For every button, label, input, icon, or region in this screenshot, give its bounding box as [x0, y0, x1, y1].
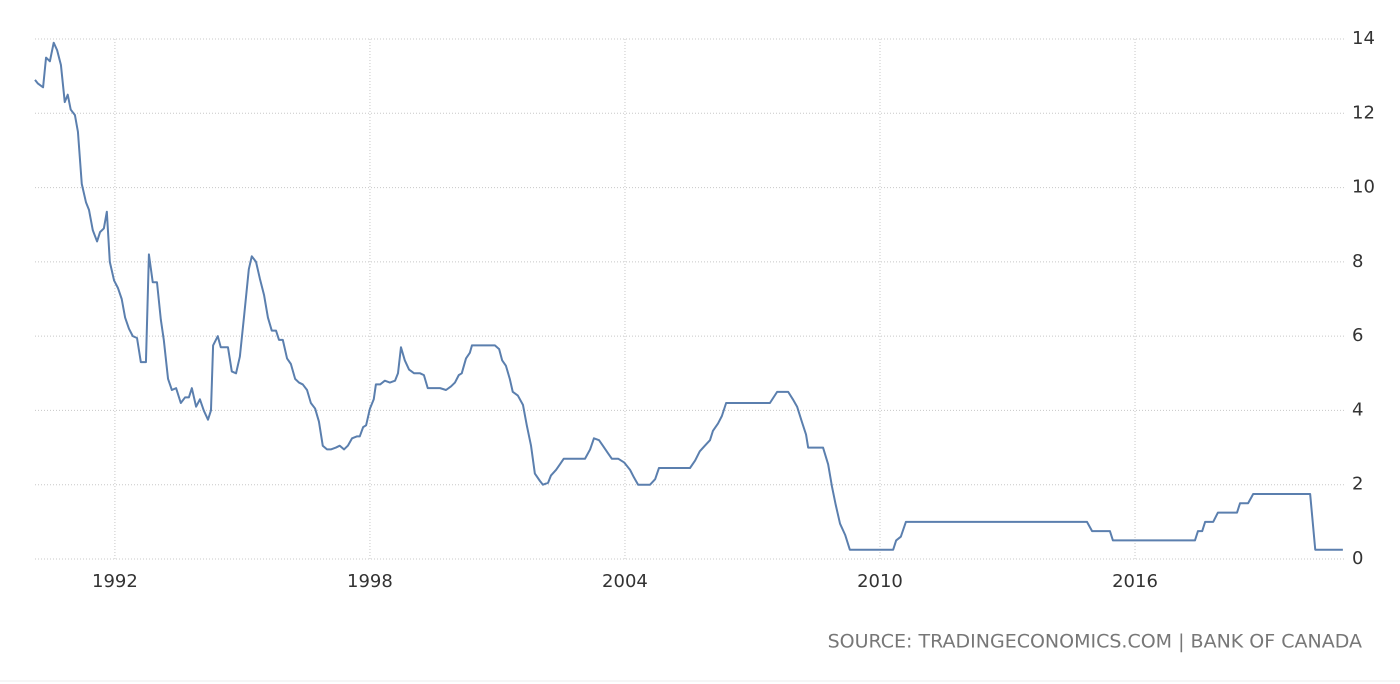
x-tick-label: 2010 — [857, 571, 903, 592]
y-tick-label: 2 — [1352, 474, 1363, 495]
y-tick-label: 12 — [1352, 102, 1375, 123]
x-tick-label: 2004 — [602, 571, 648, 592]
x-tick-label: 2016 — [1112, 571, 1158, 592]
y-tick-label: 10 — [1352, 177, 1375, 198]
y-tick-label: 14 — [1352, 28, 1375, 49]
y-tick-label: 6 — [1352, 325, 1363, 346]
x-tick-label: 1998 — [347, 571, 393, 592]
y-tick-label: 4 — [1352, 399, 1363, 420]
y-tick-label: 8 — [1352, 251, 1363, 272]
y-tick-label: 0 — [1352, 548, 1363, 569]
x-tick-label: 1992 — [92, 571, 138, 592]
source-note: SOURCE: TRADINGECONOMICS.COM | BANK OF C… — [828, 631, 1362, 653]
data-line — [34, 41, 1343, 551]
